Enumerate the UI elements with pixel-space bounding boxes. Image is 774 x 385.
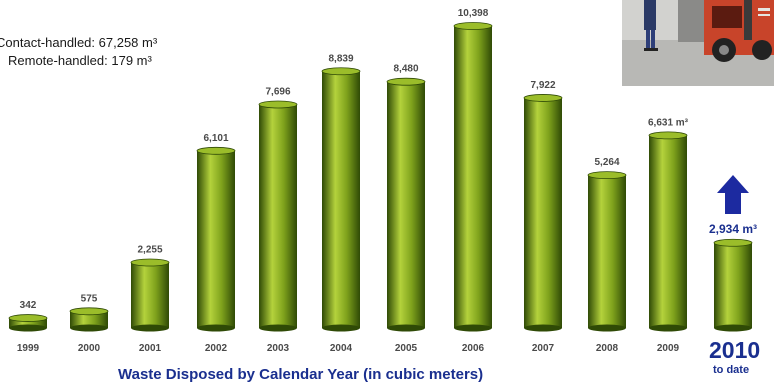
bar-2006 — [453, 22, 493, 332]
bar-2002 — [196, 146, 236, 332]
bar-2003 — [258, 100, 298, 332]
category-label-2002: 2002 — [205, 343, 228, 354]
value-label-2005: 8,480 — [393, 64, 418, 75]
category-label-2009: 2009 — [657, 343, 680, 354]
value-label-1999: 342 — [20, 300, 37, 311]
contact-handled-label: Contact-handled: — [0, 35, 96, 50]
remote-handled-value: 179 m³ — [111, 53, 152, 68]
bar-2010 — [713, 238, 753, 332]
category-label-2005: 2005 — [395, 343, 418, 354]
bar-1999 — [8, 314, 48, 332]
remote-handled-line: Remote-handled: 179 m³ — [0, 52, 157, 70]
category-label-2006: 2006 — [462, 343, 485, 354]
chart-caption-text: Waste Disposed by Calendar Year (in cubi… — [118, 366, 484, 383]
current-year-label: 2010 — [709, 337, 761, 363]
remote-handled-label: Remote-handled: — [8, 53, 108, 68]
contact-handled-line: Contact-handled: 67,258 m³ — [0, 34, 157, 52]
bar-2009 — [648, 131, 688, 332]
category-label-2003: 2003 — [267, 343, 290, 354]
value-label-2004: 8,839 — [328, 53, 353, 64]
forklift-photo — [622, 0, 774, 86]
value-label-2008: 5,264 — [594, 157, 619, 168]
bar-2007 — [523, 94, 563, 332]
value-label-2007: 7,922 — [530, 80, 555, 91]
to-date-label: to date — [713, 364, 750, 376]
bar-2004 — [321, 67, 361, 332]
category-label-2000: 2000 — [78, 343, 101, 354]
bar-2008 — [587, 171, 627, 332]
category-label-2008: 2008 — [596, 343, 619, 354]
category-label-1999: 1999 — [17, 343, 40, 354]
value-label-2009: 6,631 m³ — [648, 117, 689, 128]
value-label-2010: 2,934 m³ — [709, 222, 757, 236]
value-label-2001: 2,255 — [137, 245, 162, 256]
bar-2001 — [130, 258, 170, 332]
category-label-2001: 2001 — [139, 343, 162, 354]
value-label-2006: 10,398 — [458, 8, 489, 19]
value-label-2000: 575 — [81, 293, 98, 304]
up-arrow-icon — [717, 175, 749, 214]
contact-handled-value: 67,258 m³ — [98, 35, 158, 50]
category-label-2007: 2007 — [532, 343, 555, 354]
bar-2005 — [386, 77, 426, 332]
category-label-2004: 2004 — [330, 343, 353, 354]
value-label-2003: 7,696 — [265, 86, 290, 97]
value-label-2002: 6,101 — [203, 133, 228, 144]
disposal-summary: Contact-handled: 67,258 m³ Remote-handle… — [0, 34, 157, 70]
bar-2000 — [69, 307, 109, 332]
